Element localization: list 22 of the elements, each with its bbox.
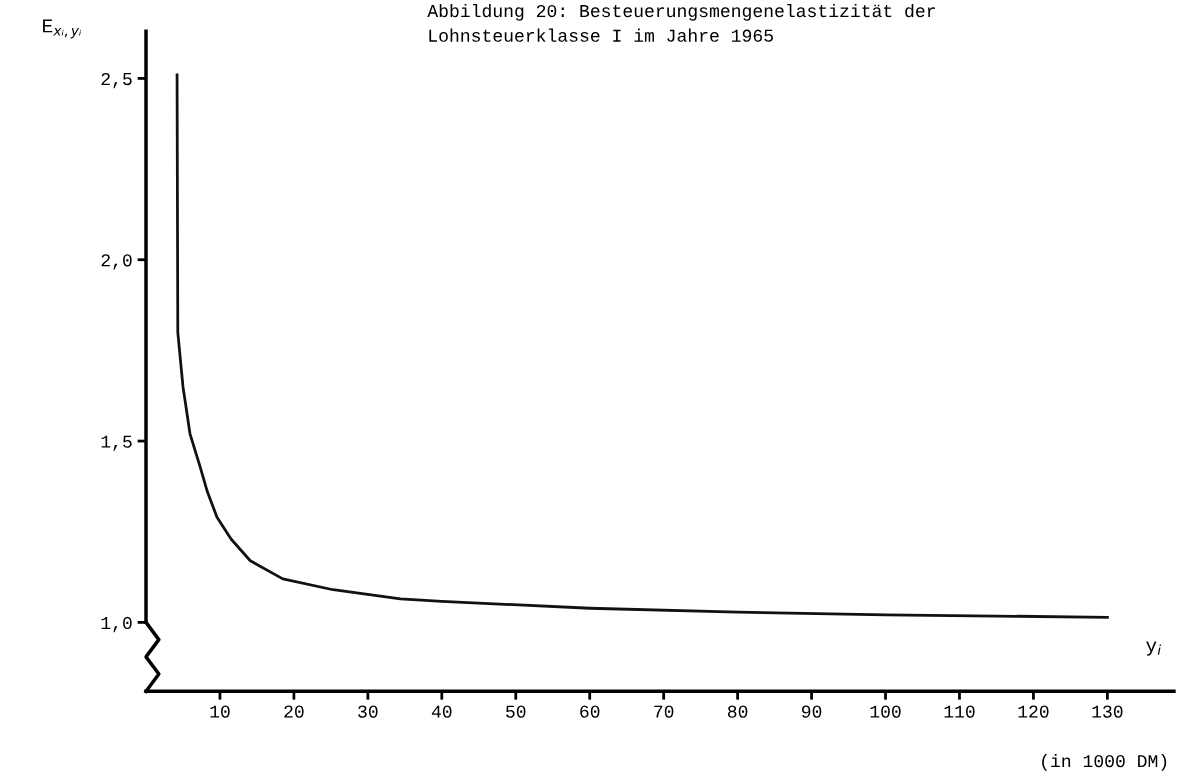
x-axis-title: y$_{i}$	[1146, 641, 1162, 656]
x-tick-label: 60	[580, 705, 600, 718]
x-tick-label: 50	[506, 705, 526, 718]
y-tick-label: 2,5	[101, 72, 132, 89]
x-tick-label: 130	[1092, 705, 1123, 718]
chart-title: Abbildung 20: Besteuerungsmengenelastizität der Lohnsteuerklasse I im Jahre 1965	[427, 3, 935, 42]
x-tick-label: 40	[431, 705, 452, 718]
x-tick-label: 20	[284, 705, 304, 718]
x-tick-label: 10	[210, 705, 230, 718]
y-tick-label: 1,5	[101, 435, 132, 451]
x-tick-label: 90	[801, 705, 822, 718]
y-tick-label: 1,0	[101, 616, 132, 633]
x-tick-label: 70	[654, 705, 674, 718]
x-tick-label: 100	[870, 705, 901, 718]
x-tick-label: 30	[358, 705, 378, 718]
line-series	[175, 73, 1109, 619]
x-tick-label: 110	[944, 705, 975, 718]
text: (in 1000 DM)	[1042, 754, 1167, 771]
x-tick-label: 120	[1018, 705, 1049, 718]
y-axis-title: E$_{xᵢ,yᵢ}$	[43, 19, 82, 39]
x-tick-label: 80	[727, 705, 748, 718]
y-tick-label: 2,0	[101, 254, 132, 270]
